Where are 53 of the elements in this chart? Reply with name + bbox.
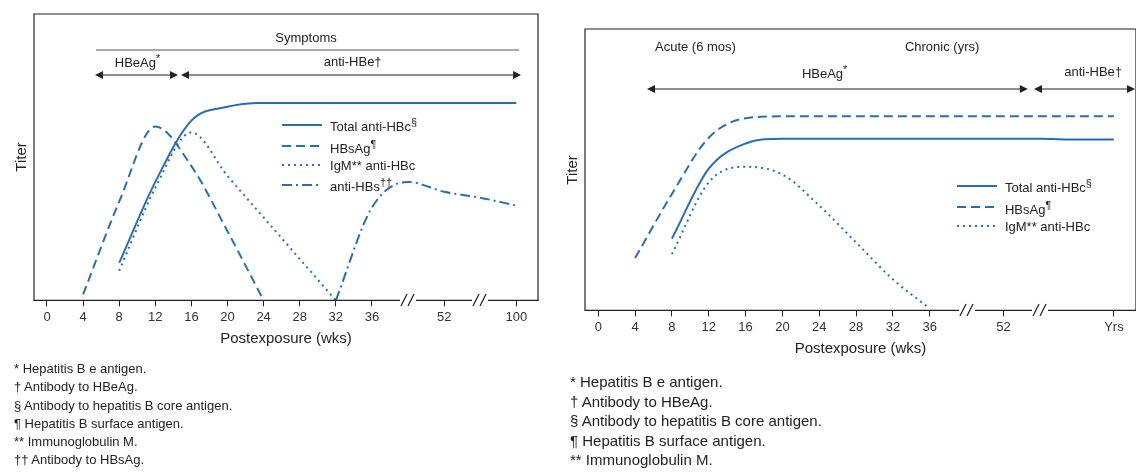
text: * Hepatitis B e antigen.: [14, 360, 148, 378]
text: § Antibody to hepatitis B core antigen.: [14, 396, 233, 415]
x-axis-title: Postexposure (wks): [220, 329, 352, 347]
x-tick-label: 52: [996, 318, 1011, 334]
legend-label: IgM** anti-HBc: [330, 156, 416, 174]
y-axis-title: Titer: [11, 142, 29, 172]
text: HBeAg$^{*}$: [801, 62, 848, 82]
x-axis-title: Postexposure (wks): [794, 339, 927, 357]
text: * Hepatitis B e antigen.: [570, 372, 724, 392]
legend-label: IgM** anti-HBc: [1004, 217, 1091, 235]
x-tick-label: 8: [668, 318, 676, 334]
x-tick-label: Yrs: [1104, 318, 1125, 334]
text: ¶ Hepatitis B surface antigen.: [14, 414, 185, 433]
text: anti-HBe†: [1064, 64, 1123, 80]
x-tick-label: 24: [812, 318, 827, 334]
x-tick-label: 36: [922, 318, 937, 334]
text: Symptoms: [275, 30, 337, 46]
text: ** Immunoglobulin M.: [570, 450, 714, 470]
x-tick-label: 24: [256, 308, 271, 324]
x-tick-label: 16: [184, 308, 199, 324]
text: † Antibody to HBeAg.: [570, 391, 714, 411]
text: ¶ Hepatitis B surface antigen.: [570, 430, 767, 450]
x-tick-label: 12: [148, 308, 163, 324]
x-tick-label: 36: [364, 308, 380, 324]
text: Chronic (yrs): [904, 38, 980, 54]
text: HBeAg$^{*}$: [114, 52, 161, 71]
x-tick-label: 12: [701, 318, 716, 334]
x-tick-label: 32: [885, 318, 901, 334]
text: anti-HBe†: [323, 53, 382, 69]
text: † Antibody to HBeAg.: [14, 378, 139, 397]
legend-label: HBsAg$^{¶}$: [330, 136, 377, 157]
x-tick-label: 0: [43, 308, 51, 324]
text: § Antibody to hepatitis B core antigen.: [570, 411, 822, 431]
x-tick-label: 4: [631, 318, 639, 334]
x-tick-label: 28: [848, 318, 864, 334]
text: Acute (6 mos): [654, 38, 736, 54]
x-tick-label: 52: [436, 308, 452, 324]
text: ** Immunoglobulin M.: [14, 433, 139, 452]
text: †† Antibody to HBsAg.: [14, 451, 146, 470]
x-tick-label: 32: [328, 308, 344, 324]
x-tick-label: 100: [505, 308, 528, 324]
legend-label: anti-HBs$^{††}$: [330, 174, 392, 196]
legend-label: HBsAg$^{¶}$: [1004, 197, 1052, 218]
x-tick-label: 20: [220, 308, 235, 324]
legend-label: Total anti-HBc$^{§}$: [1004, 176, 1092, 197]
legend-label: Total anti-HBc$^{§}$: [330, 115, 417, 136]
x-tick-label: 0: [594, 318, 602, 334]
x-tick-label: 8: [115, 308, 123, 324]
x-tick-label: 4: [79, 308, 87, 324]
x-tick-label: 20: [775, 318, 790, 334]
x-tick-label: 28: [292, 308, 307, 324]
y-axis-title: Titer: [562, 154, 580, 185]
x-tick-label: 16: [738, 318, 753, 334]
